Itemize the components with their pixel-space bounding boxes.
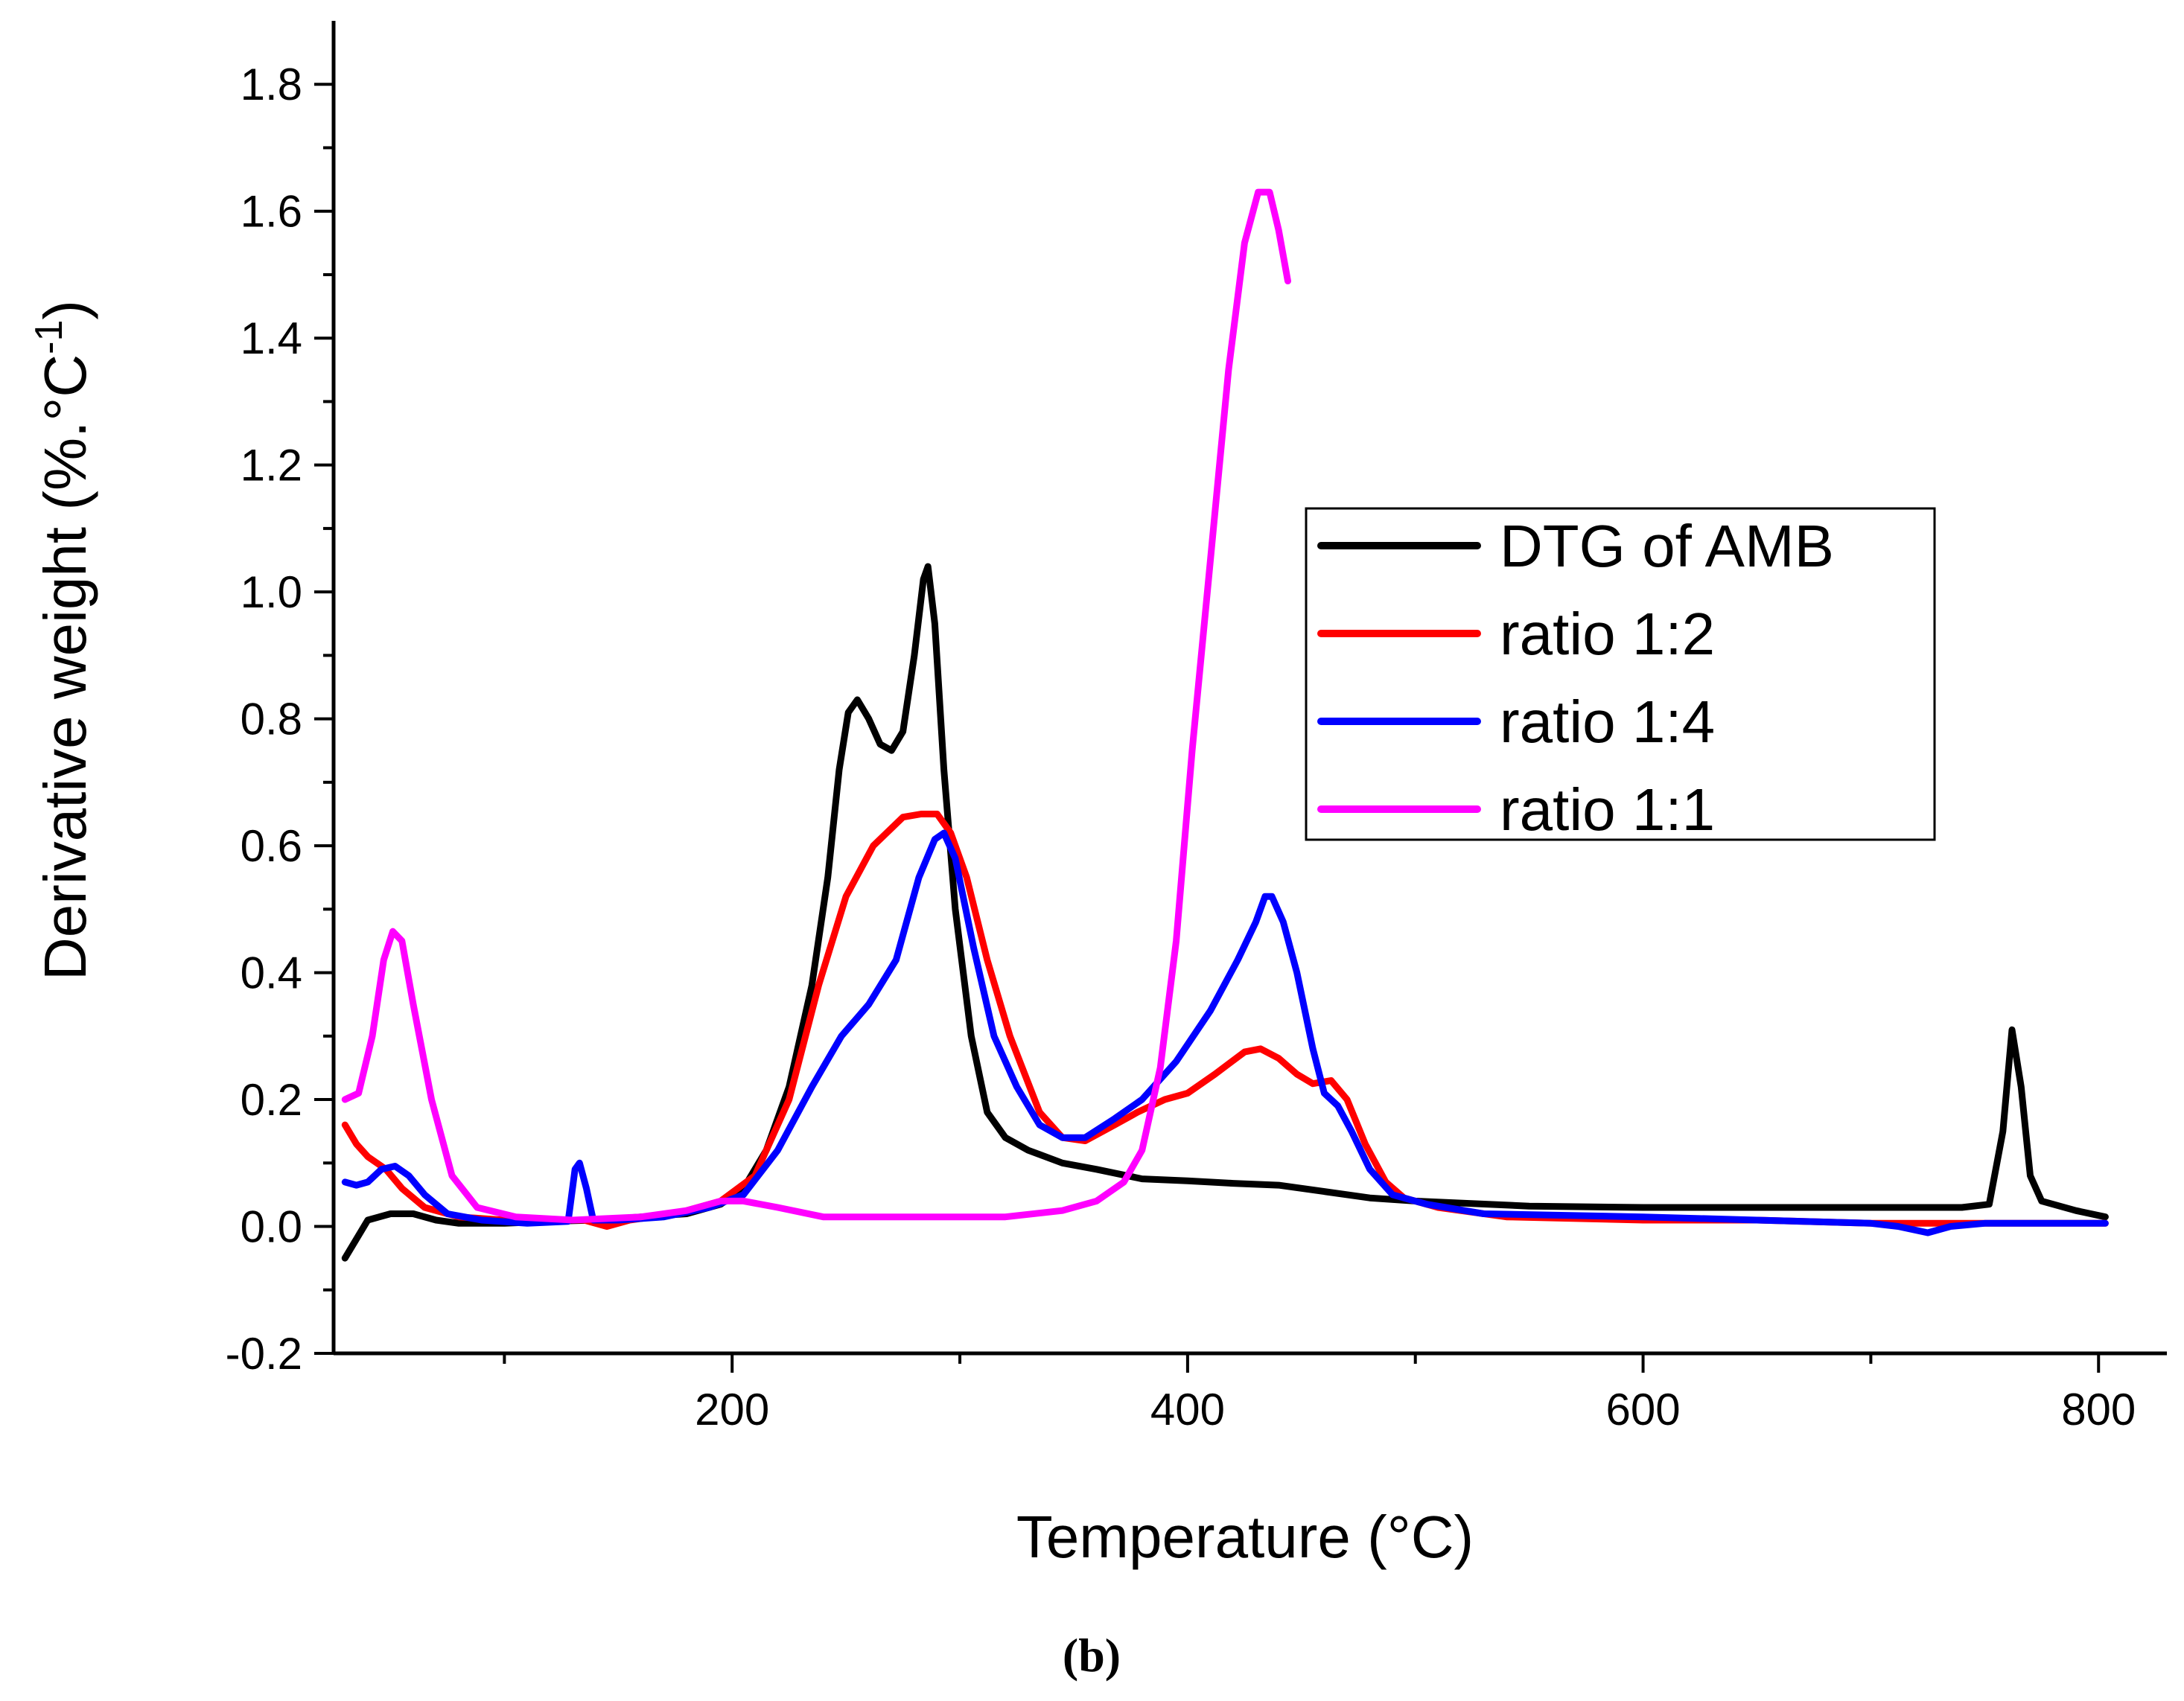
y-axis-title: Derivative weight (%.°C-1) bbox=[28, 300, 98, 980]
y-tick-label: 1.6 bbox=[241, 187, 302, 237]
y-tick-label: 0.2 bbox=[241, 1075, 302, 1125]
x-tick-label: 200 bbox=[695, 1385, 769, 1434]
series-lines bbox=[341, 188, 2109, 1262]
legend-box bbox=[1305, 507, 1936, 841]
y-tick-label: 0.6 bbox=[241, 821, 302, 871]
y-tick-label: 1.4 bbox=[241, 313, 302, 363]
x-tick-label: 800 bbox=[2061, 1385, 2136, 1434]
legend-label: ratio 1:4 bbox=[1500, 689, 1715, 755]
y-tick-label: 1.8 bbox=[241, 60, 302, 109]
y-tick-label: 0.4 bbox=[241, 948, 302, 998]
legend-label: ratio 1:1 bbox=[1500, 776, 1715, 843]
y-tick-label: 0.8 bbox=[241, 695, 302, 744]
x-tick-label: 600 bbox=[1606, 1385, 1681, 1434]
figure-caption: (b) bbox=[1063, 1629, 1121, 1682]
series-line-ratio-1-4 bbox=[341, 829, 2109, 1236]
legend-label: DTG of AMB bbox=[1500, 513, 1834, 579]
x-ticks: 200 400 600 800 bbox=[503, 1353, 2136, 1434]
y-tick-label: 1.0 bbox=[241, 567, 302, 617]
series-line-ratio-1-1 bbox=[341, 188, 1291, 1224]
legend: DTG of AMB ratio 1:2 ratio 1:4 ratio 1:1 bbox=[1305, 507, 1936, 843]
x-axis-title: Temperature (°C) bbox=[1016, 1504, 1474, 1570]
axes bbox=[331, 21, 2167, 1356]
series-line-ratio-1-2 bbox=[341, 811, 2109, 1230]
y-tick-label: -0.2 bbox=[226, 1329, 302, 1379]
legend-label: ratio 1:2 bbox=[1500, 601, 1715, 667]
y-tick-label: 0.0 bbox=[241, 1202, 302, 1252]
y-ticks: -0.2 0.0 0.2 0.4 0.6 0.8 1.0 1.2 1.4 1.6 1.8 bbox=[226, 60, 334, 1379]
y-tick-label: 1.2 bbox=[241, 441, 302, 491]
x-tick-label: 400 bbox=[1150, 1385, 1225, 1434]
